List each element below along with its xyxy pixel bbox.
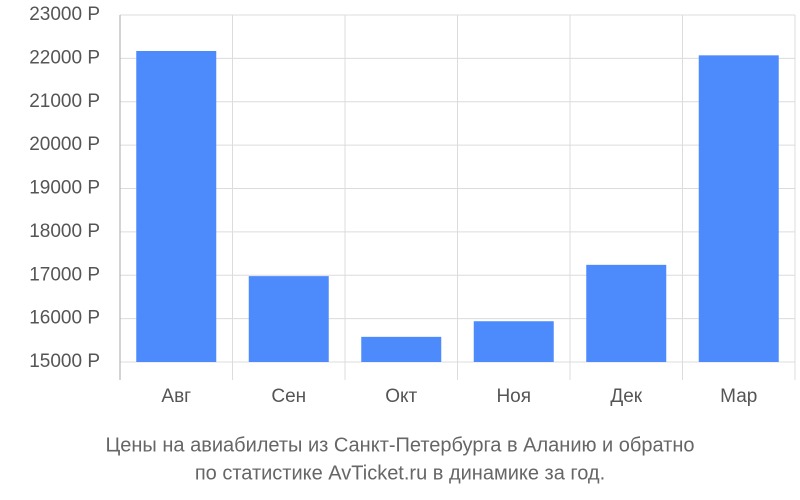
caption-line: по статистике AvTicket.ru в динамике за … (195, 462, 605, 484)
y-tick-label: 20000 Р (29, 134, 100, 155)
y-tick-label: 23000 Р (29, 4, 100, 25)
x-tick-label: Окт (385, 386, 417, 407)
x-tick-label: Дек (610, 386, 642, 407)
bar (136, 51, 217, 362)
bar (698, 55, 779, 363)
bar (586, 264, 667, 362)
y-tick-label: 16000 Р (29, 308, 100, 329)
y-tick-label: 19000 Р (29, 178, 100, 199)
x-tick-label: Мар (720, 386, 757, 407)
y-tick-label: 21000 Р (29, 91, 100, 112)
x-tick-label: Ноя (496, 386, 531, 407)
bar (473, 321, 554, 362)
x-tick-label: Сен (271, 386, 306, 407)
y-tick-label: 15000 Р (29, 351, 100, 372)
bar (248, 276, 329, 362)
x-tick-label: Авг (161, 386, 191, 407)
bar (361, 336, 442, 362)
caption-line: Цены на авиабилеты из Санкт-Петербурга в… (105, 434, 694, 456)
y-tick-label: 18000 Р (29, 221, 100, 242)
y-tick-label: 22000 Р (29, 47, 100, 68)
y-tick-label: 17000 Р (29, 264, 100, 285)
